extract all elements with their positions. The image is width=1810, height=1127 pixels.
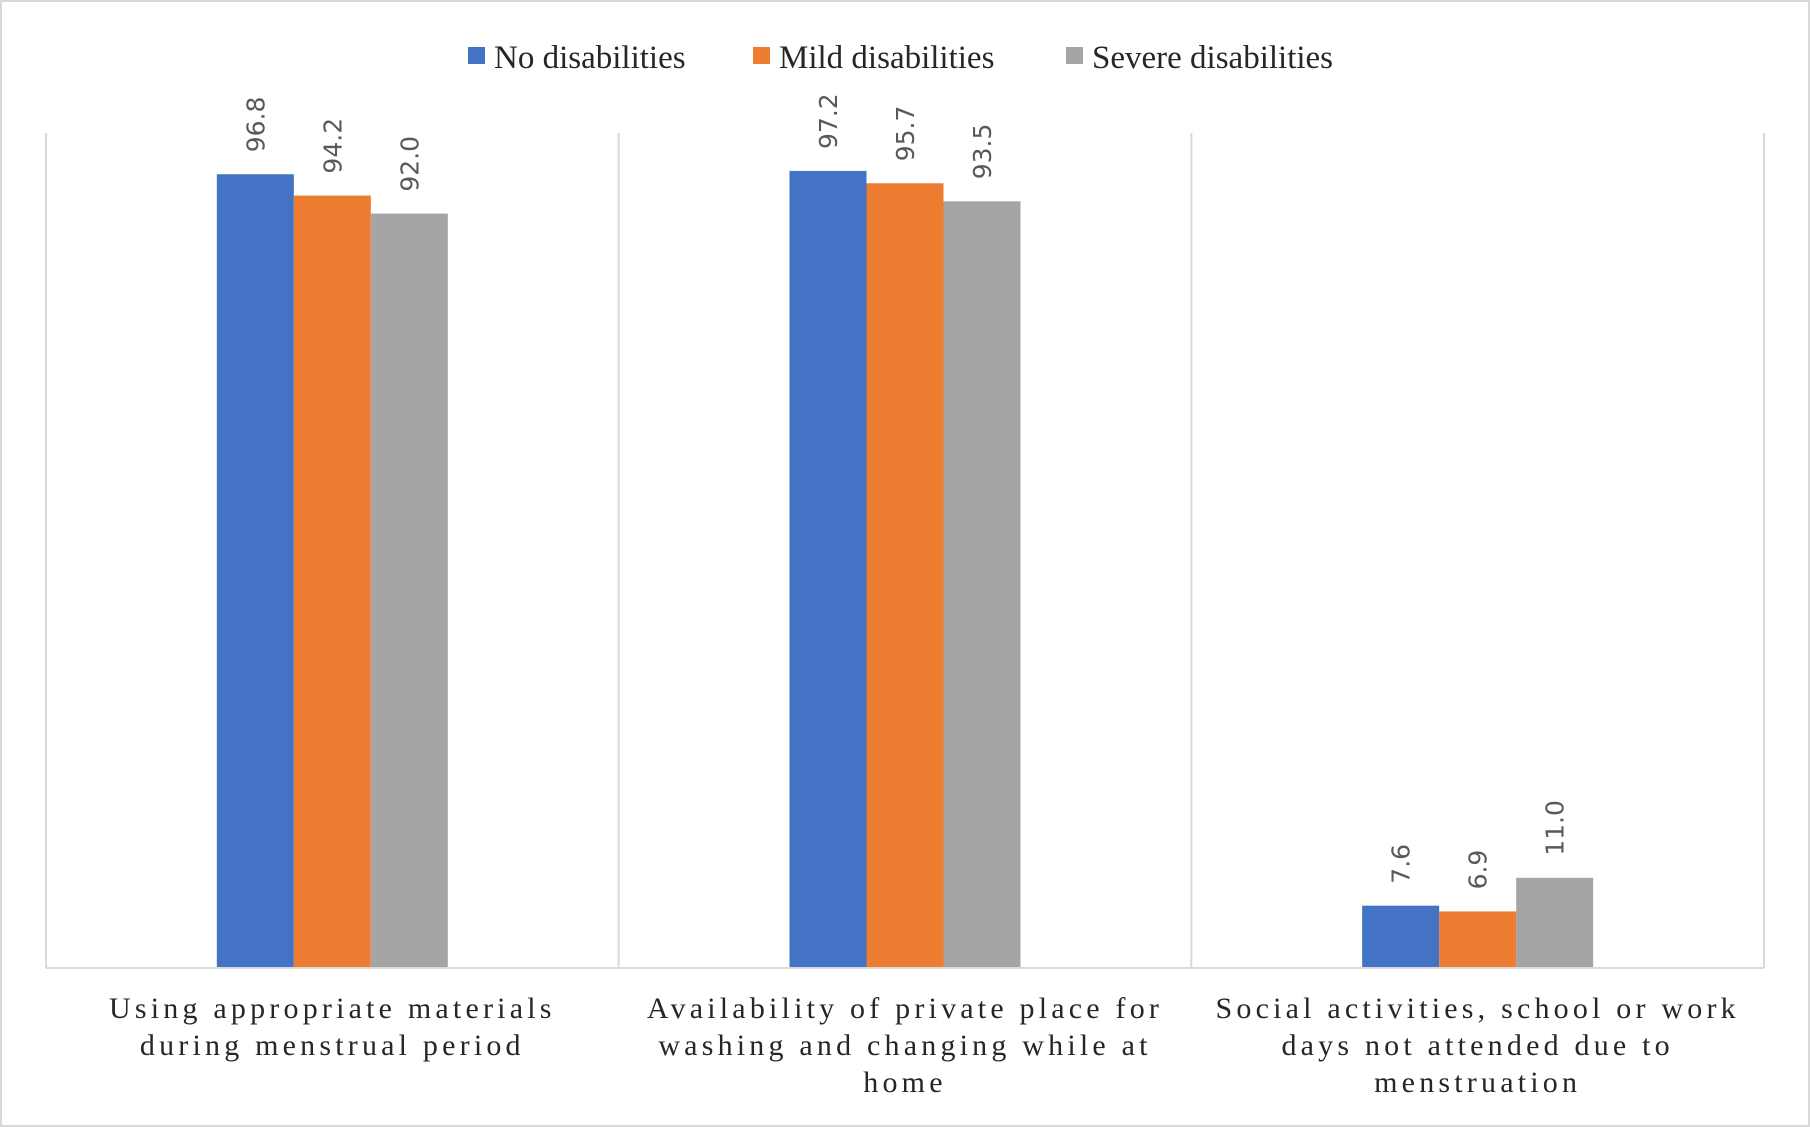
legend: No disabilities Mild disabilities Severe d… <box>468 40 1333 76</box>
data-label-1-1: 96.8 <box>241 97 270 153</box>
legend-label-3: Severe disabilities <box>1092 40 1333 76</box>
bars <box>216 170 1594 969</box>
bar-1-1 <box>216 174 294 969</box>
legend-swatch-2 <box>753 47 770 64</box>
category-label-2: Availability of private place for <box>647 992 1163 1025</box>
category-label-2: home <box>863 1066 946 1099</box>
bar-2-1 <box>789 170 867 968</box>
data-label-2-2: 95.7 <box>891 106 920 162</box>
category-label-1: during menstrual period <box>140 1029 525 1062</box>
legend-label-2: Mild disabilities <box>779 40 994 76</box>
bar-3-3 <box>1516 877 1594 968</box>
data-label-3-1: 7.6 <box>1387 844 1416 884</box>
data-labels: 96.8 94.2 92.0 97.2 95.7 93.5 7.6 6.9 11.0 <box>241 93 1569 889</box>
bar-2-3 <box>943 201 1021 969</box>
bar-3-1 <box>1362 905 1440 968</box>
category-dividers <box>45 133 1765 968</box>
category-label-3: days not attended due to <box>1281 1029 1673 1062</box>
category-label-1: Using appropriate materials <box>109 992 556 1025</box>
bar-2-2 <box>866 183 944 968</box>
category-label-3: menstruation <box>1374 1066 1581 1099</box>
legend-label-1: No disabilities <box>494 40 686 76</box>
legend-swatch-1 <box>468 47 485 64</box>
data-label-1-3: 92.0 <box>395 136 424 192</box>
category-labels: Using appropriate materials during menstr… <box>109 992 1739 1099</box>
data-label-2-3: 93.5 <box>968 124 997 180</box>
bar-1-3 <box>370 213 448 969</box>
data-label-1-2: 94.2 <box>318 118 347 174</box>
category-label-3: Social activities, school or work <box>1215 992 1739 1025</box>
data-label-3-3: 11.0 <box>1541 800 1570 856</box>
category-label-2: washing and changing while at <box>658 1029 1151 1062</box>
data-label-3-2: 6.9 <box>1464 850 1493 890</box>
data-label-2-1: 97.2 <box>814 93 843 149</box>
bar-1-2 <box>293 195 371 968</box>
legend-swatch-3 <box>1066 47 1083 64</box>
bar-3-2 <box>1439 911 1517 968</box>
